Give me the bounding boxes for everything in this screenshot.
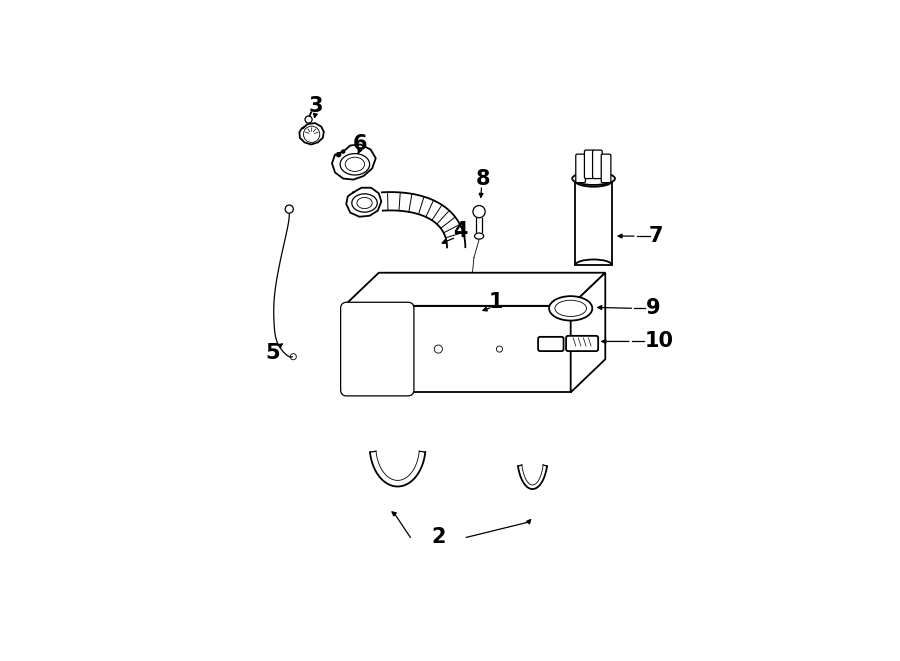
Text: 7: 7 — [649, 226, 663, 246]
FancyBboxPatch shape — [592, 150, 602, 178]
Polygon shape — [300, 123, 324, 145]
Ellipse shape — [555, 300, 587, 317]
Text: 9: 9 — [645, 298, 660, 319]
FancyBboxPatch shape — [340, 302, 414, 396]
Bar — [575, 181, 612, 265]
Text: 6: 6 — [353, 134, 368, 155]
Text: 4: 4 — [453, 221, 467, 241]
Polygon shape — [571, 273, 606, 393]
Text: 5: 5 — [266, 343, 280, 363]
Text: 8: 8 — [475, 169, 490, 188]
Polygon shape — [346, 188, 382, 217]
FancyBboxPatch shape — [584, 150, 594, 178]
Text: 1: 1 — [489, 292, 503, 312]
Text: 10: 10 — [644, 331, 673, 352]
Circle shape — [342, 150, 345, 153]
Circle shape — [337, 153, 340, 157]
FancyBboxPatch shape — [576, 154, 585, 182]
Ellipse shape — [575, 176, 612, 186]
FancyBboxPatch shape — [601, 154, 611, 182]
Ellipse shape — [572, 173, 615, 185]
Polygon shape — [332, 145, 375, 180]
Ellipse shape — [549, 296, 592, 321]
Polygon shape — [344, 306, 571, 393]
FancyBboxPatch shape — [538, 337, 563, 351]
Text: 2: 2 — [431, 527, 446, 547]
Text: 3: 3 — [309, 96, 323, 116]
FancyBboxPatch shape — [566, 336, 598, 351]
Polygon shape — [344, 273, 606, 306]
